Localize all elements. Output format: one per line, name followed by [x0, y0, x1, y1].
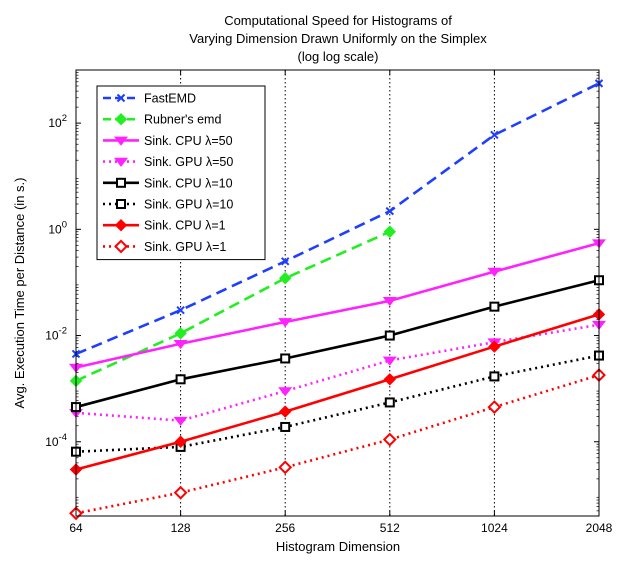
series-marker	[114, 239, 128, 254]
series-line	[75, 241, 600, 369]
x-tick-label: 64	[69, 521, 83, 535]
series-marker	[383, 373, 397, 386]
series-marker	[489, 301, 500, 312]
legend-label: FastEMD	[144, 92, 196, 106]
series-marker	[278, 460, 293, 475]
series-marker	[488, 340, 501, 353]
series-marker	[116, 177, 126, 188]
legend-label: Sink. GPU λ=10	[144, 198, 233, 212]
series-marker	[382, 356, 397, 366]
series-marker	[116, 199, 126, 209]
series-marker	[173, 339, 188, 350]
series-marker	[114, 218, 128, 232]
legend-label: Sink. CPU λ=10	[144, 176, 233, 190]
series-marker	[173, 485, 188, 500]
legend-box	[96, 85, 266, 261]
series-marker	[383, 225, 397, 238]
series-marker	[382, 432, 397, 447]
series-line	[75, 373, 600, 515]
series-marker	[175, 374, 186, 385]
legend-label: Sink. GPU λ=1	[144, 240, 226, 254]
series-line	[75, 278, 600, 409]
series-marker	[174, 435, 187, 448]
series-marker	[278, 272, 292, 285]
series-marker	[487, 400, 502, 414]
chart-title-line-1: Computational Speed for Histograms of	[224, 13, 452, 28]
series-marker	[280, 353, 291, 364]
y-tick-label: 100	[48, 219, 67, 236]
series-marker	[384, 330, 395, 341]
legend-label: Rubner's emd	[144, 113, 221, 127]
x-tick-label: 256	[275, 521, 295, 535]
axis-ticks: 64 128 256 512 1024 2048 10-4 10-2 100 102	[45, 70, 613, 535]
legend-label: Sink. CPU λ=1	[144, 219, 226, 233]
x-tick-label: 512	[380, 521, 400, 535]
legend-label: Sink. GPU λ=50	[144, 155, 233, 169]
series-marker	[280, 257, 290, 266]
x-tick-label: 2048	[586, 521, 613, 535]
plot-frame	[75, 69, 600, 517]
series-marker	[174, 327, 187, 340]
legend: FastEMD Rubner's emd Sink. CPU λ=50 Sink. G…	[96, 85, 266, 261]
series-marker	[487, 267, 502, 277]
series-marker	[382, 297, 397, 307]
series-marker	[113, 136, 129, 146]
y-axis-label: Avg. Execution Time per Distance (in s.)	[12, 178, 27, 409]
series-line	[75, 230, 391, 383]
series-marker	[385, 206, 395, 216]
series-marker	[490, 130, 499, 140]
x-tick-label: 1024	[481, 521, 508, 535]
series-line	[75, 82, 600, 356]
series-marker	[280, 421, 291, 432]
chart-title-line-2: Varying Dimension Drawn Uniformly on the…	[189, 31, 487, 46]
chart-title-line-3: (log log scale)	[298, 49, 379, 64]
series-marker	[116, 93, 126, 103]
y-tick-label: 102	[48, 113, 67, 130]
y-tick-label: 10-2	[45, 326, 67, 343]
x-axis-label: Histogram Dimension	[276, 539, 400, 554]
series-marker	[489, 371, 500, 382]
legend-label: Sink. CPU λ=50	[144, 134, 233, 148]
series-marker	[278, 387, 293, 397]
series-line	[75, 313, 600, 471]
series-marker	[113, 157, 129, 167]
series-marker	[114, 112, 128, 126]
series-marker	[173, 416, 188, 426]
series-marker	[384, 397, 395, 408]
y-tick-label: 10-4	[45, 432, 67, 449]
series-marker	[176, 305, 185, 315]
x-tick-label: 128	[171, 521, 191, 535]
series-marker	[278, 405, 292, 418]
series-line	[75, 354, 600, 453]
series-marker	[278, 318, 293, 328]
